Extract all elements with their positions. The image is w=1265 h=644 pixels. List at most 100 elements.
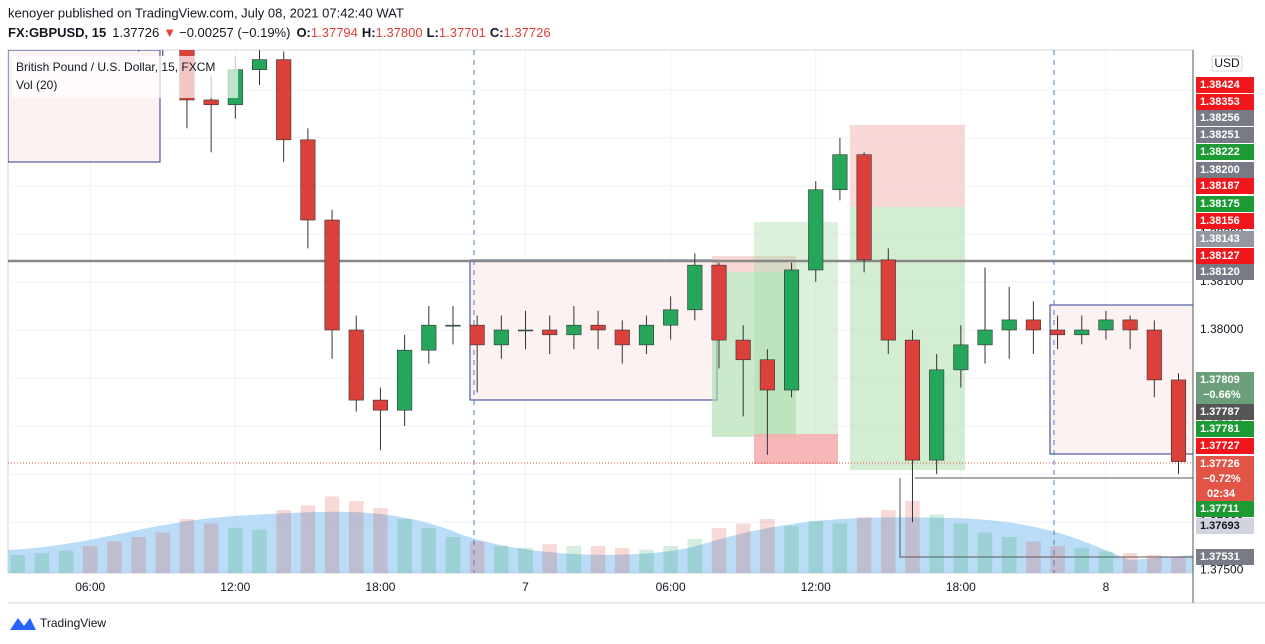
price-tag-label: 1.38143 [1200,233,1240,245]
volume-bar [179,519,195,573]
price-tag-label: 1.37809 [1200,374,1240,386]
volume-bar [1171,556,1186,573]
candle-body [1146,329,1162,381]
x-tick-label: 06:00 [75,580,105,594]
candle-body [783,269,800,391]
candle-body [614,329,630,346]
x-tick-label: 12:00 [801,580,831,594]
price-tag [1196,127,1254,143]
stop-zone [754,434,838,464]
volume-bar [881,510,896,573]
candle-body [759,359,775,391]
volume-ma [8,511,1193,573]
y-tick-label: 1.38000 [1200,322,1244,336]
price-tag-label: 1.37531 [1200,551,1240,563]
box [1049,304,1193,455]
candle-body [735,339,751,361]
legend-volume: Vol (20) [16,78,57,92]
volume-bar [639,549,654,573]
volume-bar [1098,551,1114,573]
volume-bar [663,546,678,573]
price-tag [1196,404,1254,420]
candle-body [421,324,437,351]
volume-bar [348,501,364,573]
y-tick-label: 1.37500 [1200,562,1244,576]
price-tag-label: 1.37727 [1200,440,1240,452]
candle-body [808,189,824,271]
volume-bar [1026,541,1041,573]
volume-bar [566,546,582,573]
x-tick-label: 18:00 [946,580,976,594]
volume-bar [228,528,243,573]
volume-bar [1001,537,1017,573]
volume-bar [34,553,50,573]
price-tag [1196,196,1254,212]
volume-bar [276,510,291,573]
legend-bg [12,56,238,98]
candle-body [1001,319,1017,331]
price-tag-label: 1.38175 [1200,198,1240,210]
candle-body [590,324,606,331]
candle-body [1122,319,1138,331]
volume-bar [252,529,267,573]
volume-bar [203,523,219,573]
volume-bar [469,541,485,573]
volume-bar [760,519,775,573]
candle-body [856,154,872,261]
volume-bar [953,523,969,573]
volume-bar [107,541,122,573]
candle-body [1074,329,1090,336]
candle-body [445,324,461,327]
volume-bar [542,544,557,573]
candle-body [469,324,485,346]
price-tag-label: 1.38120 [1200,266,1240,278]
volume-bar [1050,546,1065,573]
volume-bar [856,517,872,573]
candle-body [493,329,509,346]
volume-bar [929,514,944,573]
volume-bar [10,555,25,573]
price-tag-timer: 02:34 [1207,488,1236,500]
price-tag-label: 1.37726 [1200,458,1240,470]
candle-body [324,219,340,331]
price-tag-label: 1.38256 [1200,112,1240,124]
price-tag-label: 1.38353 [1200,96,1240,108]
volume-bar [82,546,98,573]
price-tag-change: −0.66% [1203,389,1241,401]
volume-bar [977,532,993,573]
volume-bar [58,550,74,573]
candle-body [156,40,171,45]
volume-bar [590,546,606,573]
volume-bar [421,528,437,573]
price-tag [1196,518,1254,534]
price-tag-label: 1.37711 [1200,503,1239,515]
candle-body [542,329,558,336]
candle-body [566,324,582,336]
candle-body [276,59,292,141]
candle-body [880,259,896,341]
volume-bar [711,528,727,573]
candle-body [1098,319,1114,331]
price-tag-label: 1.37693 [1200,520,1240,532]
price-tag-label: 1.38156 [1200,215,1240,227]
x-tick-label: 7 [522,580,529,594]
x-tick-label: 06:00 [656,580,686,594]
candle-body [663,309,679,326]
candle-body [711,264,727,341]
volume-bar [784,526,799,573]
x-tick-label: 12:00 [220,580,250,594]
volume-bar [1074,547,1090,573]
price-tag [1196,110,1254,126]
price-tag [1196,77,1254,93]
price-tag [1196,213,1254,229]
candle-body [251,59,268,70]
price-tag [1196,162,1254,178]
price-tag [1196,421,1254,437]
candle-body [1170,379,1187,462]
footer: TradingView [40,616,106,630]
price-tag-label: 1.38222 [1200,146,1240,158]
volume-bar [905,501,920,573]
candle-body [953,344,969,371]
currency: USD [1214,56,1240,70]
price-tag-label: 1.38251 [1200,129,1240,141]
